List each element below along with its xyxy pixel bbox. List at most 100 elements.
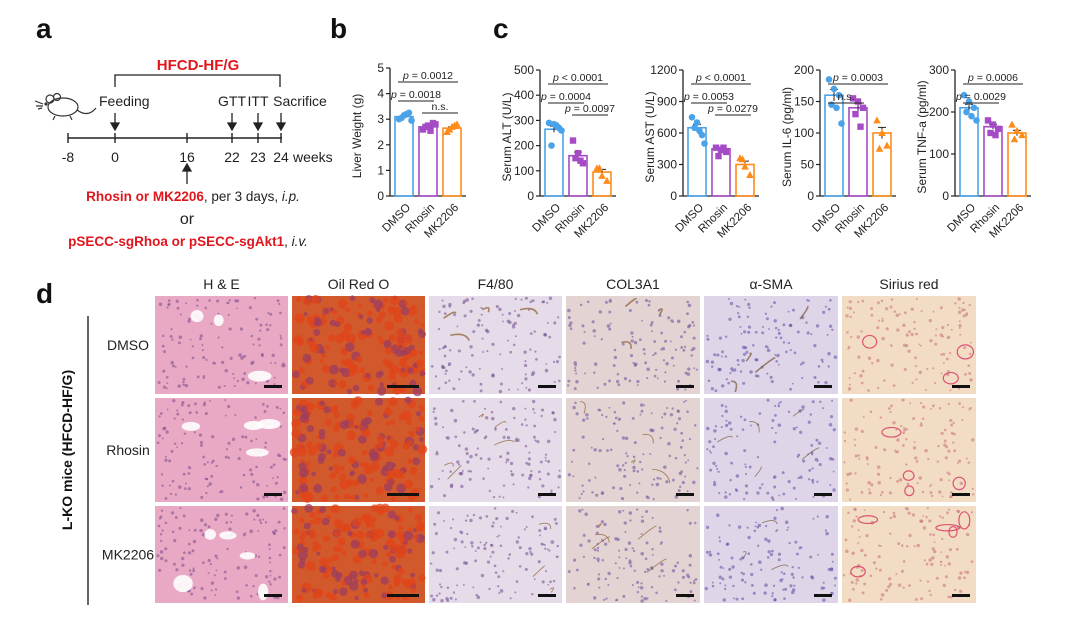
tissue-texture — [939, 560, 943, 564]
tissue-texture — [483, 407, 487, 410]
tissue-texture — [462, 299, 467, 303]
tissue-texture — [598, 448, 602, 453]
tissue-texture — [889, 582, 893, 586]
tissue-texture — [249, 468, 253, 472]
tissue-texture — [919, 344, 922, 347]
tissue-texture — [687, 575, 691, 579]
tissue-texture — [705, 359, 710, 364]
tissue-texture — [258, 518, 262, 522]
tissue-texture — [867, 389, 870, 392]
tissue-texture — [234, 414, 237, 417]
tissue-texture — [479, 541, 482, 544]
tissue-texture — [492, 521, 495, 524]
tissue-texture — [183, 432, 187, 435]
y-tick-label: 150 — [794, 95, 814, 109]
tissue-texture — [849, 498, 852, 501]
tissue-texture — [210, 461, 214, 464]
tissue-texture — [858, 457, 861, 460]
tissue-texture — [176, 306, 180, 310]
tissue-texture — [488, 587, 491, 591]
tissue-texture — [358, 549, 367, 559]
tissue-texture — [772, 584, 776, 587]
tissue-texture — [801, 405, 805, 409]
tissue-texture — [930, 562, 934, 566]
tissue-texture — [474, 559, 477, 563]
tissue-texture — [879, 416, 883, 419]
tissue-feature — [862, 334, 878, 349]
tissue-texture — [777, 402, 780, 405]
tissue-texture — [812, 495, 815, 498]
image-background — [155, 506, 288, 603]
tissue-texture — [663, 380, 667, 383]
tissue-texture — [935, 576, 939, 580]
tissue-texture — [715, 464, 718, 467]
tissue-texture — [441, 299, 444, 302]
tissue-texture — [302, 353, 312, 363]
tissue-texture — [466, 532, 469, 536]
tissue-texture — [948, 479, 951, 482]
tissue-texture — [528, 546, 532, 551]
tissue-texture — [495, 305, 499, 309]
treatment-row-label: MK2206 — [102, 547, 154, 563]
tissue-texture — [387, 510, 397, 519]
vector-route: i.v. — [292, 234, 308, 249]
tissue-texture — [182, 377, 186, 381]
tissue-texture — [630, 331, 634, 335]
tissue-texture — [631, 547, 634, 550]
tissue-feature — [624, 297, 637, 308]
tissue-texture — [962, 301, 965, 305]
tissue-texture — [817, 441, 822, 445]
tissue-texture — [227, 441, 231, 445]
tissue-texture — [492, 495, 496, 499]
tissue-texture — [547, 583, 550, 586]
tissue-texture — [354, 494, 360, 500]
tissue-texture — [498, 534, 501, 537]
tissue-texture — [598, 586, 601, 589]
tissue-texture — [860, 330, 863, 333]
tissue-texture — [393, 574, 402, 583]
tissue-texture — [730, 367, 734, 371]
tissue-feature — [857, 515, 879, 525]
tissue-texture — [929, 491, 933, 495]
tissue-texture — [501, 368, 503, 370]
tissue-texture — [612, 364, 616, 368]
tissue-texture — [278, 575, 282, 579]
tissue-texture — [483, 436, 487, 440]
tissue-texture — [337, 546, 344, 552]
tissue-texture — [527, 388, 531, 392]
tissue-texture — [370, 536, 377, 543]
tissue-texture — [333, 518, 343, 528]
tissue-texture — [870, 307, 874, 311]
tissue-texture — [929, 533, 932, 536]
tissue-texture — [898, 313, 901, 316]
tissue-texture — [483, 546, 487, 551]
tissue-texture — [860, 490, 864, 494]
tissue-texture — [269, 569, 272, 573]
tissue-texture — [774, 353, 777, 356]
tissue-texture — [931, 404, 935, 408]
tissue-texture — [945, 555, 950, 559]
p-value-label: n.s. — [838, 91, 855, 103]
tissue-texture — [658, 575, 661, 578]
tissue-texture — [928, 589, 931, 593]
tissue-texture — [499, 455, 503, 459]
tissue-texture — [879, 544, 882, 547]
tissue-texture — [276, 475, 279, 479]
tissue-texture — [649, 323, 653, 327]
tissue-texture — [860, 548, 864, 553]
scale-bar — [952, 385, 970, 388]
tissue-texture — [957, 297, 961, 301]
y-tick-label: 4 — [377, 87, 384, 101]
tissue-texture — [514, 297, 517, 301]
tissue-texture — [255, 317, 259, 321]
tissue-texture — [544, 453, 548, 456]
tissue-texture — [929, 593, 932, 597]
tissue-texture — [593, 596, 597, 600]
tissue-texture — [665, 361, 669, 366]
tissue-feature — [597, 523, 602, 529]
tissue-texture — [250, 361, 254, 366]
tissue-texture — [925, 562, 929, 566]
tissue-texture — [523, 363, 528, 368]
tissue-texture — [305, 376, 314, 385]
data-point — [398, 114, 405, 122]
